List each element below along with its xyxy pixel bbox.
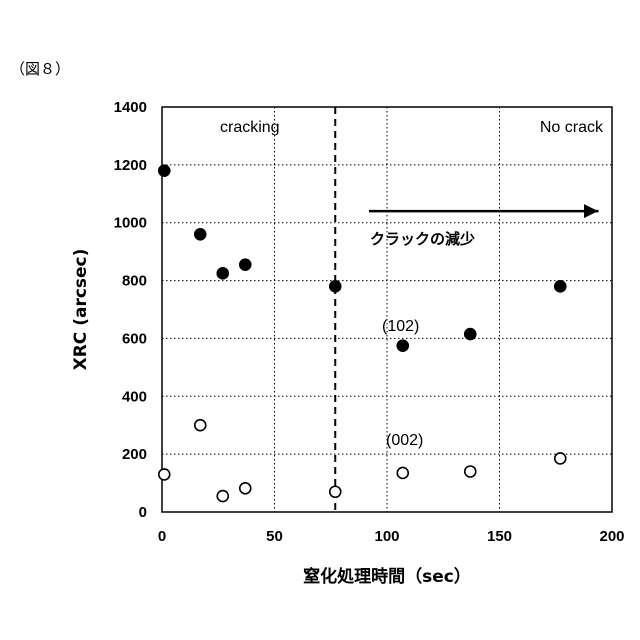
point-102 (240, 259, 251, 270)
x-tick-label: 200 (599, 528, 624, 545)
y-tick-label: 600 (122, 330, 147, 347)
tick-labels: 0 50 100 150 200 0 200 400 600 800 1000 1200 1400 (114, 99, 625, 545)
y-tick-label: 800 (122, 273, 147, 290)
arrow-head (584, 204, 598, 218)
no-crack-label: No crack (540, 119, 604, 136)
point-002 (330, 486, 341, 497)
point-102 (195, 229, 206, 240)
point-002 (195, 420, 206, 431)
x-tick-label: 100 (374, 528, 399, 545)
data-points (159, 165, 566, 501)
y-tick-label: 1200 (114, 157, 147, 174)
point-102 (217, 268, 228, 279)
point-102 (397, 340, 408, 351)
y-axis-title: XRC (arcsec) (71, 249, 91, 371)
cracking-label: cracking (220, 119, 280, 136)
y-tick-label: 1000 (114, 215, 147, 232)
point-002 (217, 491, 228, 502)
y-tick-label: 200 (122, 446, 147, 463)
point-002 (159, 469, 170, 480)
series-002-label: (002) (386, 432, 423, 449)
point-102 (555, 281, 566, 292)
point-102 (330, 281, 341, 292)
y-tick-label: 400 (122, 388, 147, 405)
y-tick-label: 0 (139, 504, 147, 521)
x-axis-title: 窒化処理時間（sec） (303, 566, 471, 587)
point-002 (465, 466, 476, 477)
point-002 (397, 467, 408, 478)
reduction-arrow (369, 204, 599, 218)
crack-reduction-label: クラックの減少 (370, 230, 475, 248)
x-tick-label: 50 (266, 528, 283, 545)
y-tick-label: 1400 (114, 99, 147, 116)
point-102 (465, 329, 476, 340)
x-tick-label: 150 (487, 528, 512, 545)
x-tick-label: 0 (158, 528, 166, 545)
grid-lines (162, 107, 612, 512)
point-002 (240, 483, 251, 494)
point-102 (159, 165, 170, 176)
series-102-label: (102) (382, 318, 419, 335)
point-002 (555, 453, 566, 464)
